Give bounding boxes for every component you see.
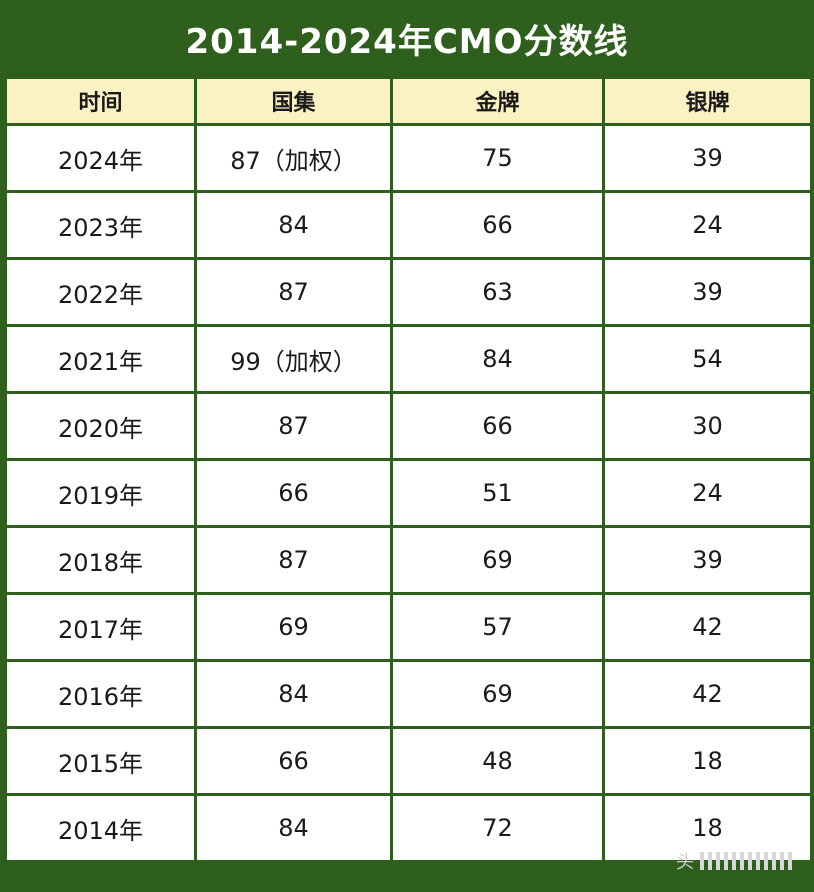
- cell-national-team: 99（加权）: [194, 324, 393, 394]
- header-national-team: 国集: [194, 76, 393, 126]
- cell-gold: 72: [390, 793, 605, 863]
- cell-silver: 30: [602, 391, 813, 461]
- table-row: 2014年 84 72 18: [4, 793, 813, 863]
- cell-gold: 84: [390, 324, 605, 394]
- cell-gold: 57: [390, 592, 605, 662]
- cell-national-team: 87（加权）: [194, 123, 393, 193]
- cell-national-team: 84: [194, 793, 393, 863]
- cell-national-team: 69: [194, 592, 393, 662]
- cell-year: 2015年: [4, 726, 197, 796]
- table-row: 2021年 99（加权） 84 54: [4, 324, 813, 394]
- cell-national-team: 84: [194, 659, 393, 729]
- cell-silver: 24: [602, 190, 813, 260]
- cell-silver: 39: [602, 123, 813, 193]
- table-row: 2015年 66 48 18: [4, 726, 813, 796]
- cell-gold: 69: [390, 659, 605, 729]
- table-row: 2022年 87 63 39: [4, 257, 813, 327]
- cell-gold: 51: [390, 458, 605, 528]
- cell-national-team: 87: [194, 257, 393, 327]
- table-row: 2024年 87（加权） 75 39: [4, 123, 813, 193]
- cell-gold: 66: [390, 190, 605, 260]
- cell-year: 2020年: [4, 391, 197, 461]
- cell-silver: 18: [602, 793, 813, 863]
- table-header-row: 时间 国集 金牌 银牌: [4, 76, 813, 126]
- header-silver: 银牌: [602, 76, 813, 126]
- cell-silver: 18: [602, 726, 813, 796]
- cell-year: 2022年: [4, 257, 197, 327]
- cell-year: 2019年: [4, 458, 197, 528]
- cell-silver: 54: [602, 324, 813, 394]
- table-row: 2017年 69 57 42: [4, 592, 813, 662]
- cell-national-team: 66: [194, 726, 393, 796]
- watermark-text: 头: [676, 852, 694, 873]
- cell-national-team: 66: [194, 458, 393, 528]
- barcode-watermark-icon: [700, 852, 792, 870]
- table-row: 2020年 87 66 30: [4, 391, 813, 461]
- cell-gold: 63: [390, 257, 605, 327]
- header-year: 时间: [4, 76, 197, 126]
- page-title: 2014-2024年CMO分数线: [185, 21, 629, 62]
- cell-silver: 39: [602, 257, 813, 327]
- cell-silver: 42: [602, 659, 813, 729]
- cell-gold: 48: [390, 726, 605, 796]
- cmo-score-table: 时间 国集 金牌 银牌 2024年 87（加权） 75 39 2023年 84 …: [4, 76, 813, 863]
- cell-gold: 69: [390, 525, 605, 595]
- watermark: 头: [676, 848, 792, 874]
- cell-year: 2018年: [4, 525, 197, 595]
- cell-silver: 39: [602, 525, 813, 595]
- cell-national-team: 87: [194, 391, 393, 461]
- table-row: 2016年 84 69 42: [4, 659, 813, 729]
- table-row: 2018年 87 69 39: [4, 525, 813, 595]
- cell-year: 2016年: [4, 659, 197, 729]
- cell-national-team: 87: [194, 525, 393, 595]
- cell-silver: 42: [602, 592, 813, 662]
- cell-year: 2017年: [4, 592, 197, 662]
- table-row: 2019年 66 51 24: [4, 458, 813, 528]
- cell-national-team: 84: [194, 190, 393, 260]
- cell-gold: 75: [390, 123, 605, 193]
- cell-gold: 66: [390, 391, 605, 461]
- cell-silver: 24: [602, 458, 813, 528]
- cell-year: 2024年: [4, 123, 197, 193]
- table-row: 2023年 84 66 24: [4, 190, 813, 260]
- cell-year: 2023年: [4, 190, 197, 260]
- header-gold: 金牌: [390, 76, 605, 126]
- cell-year: 2014年: [4, 793, 197, 863]
- cell-year: 2021年: [4, 324, 197, 394]
